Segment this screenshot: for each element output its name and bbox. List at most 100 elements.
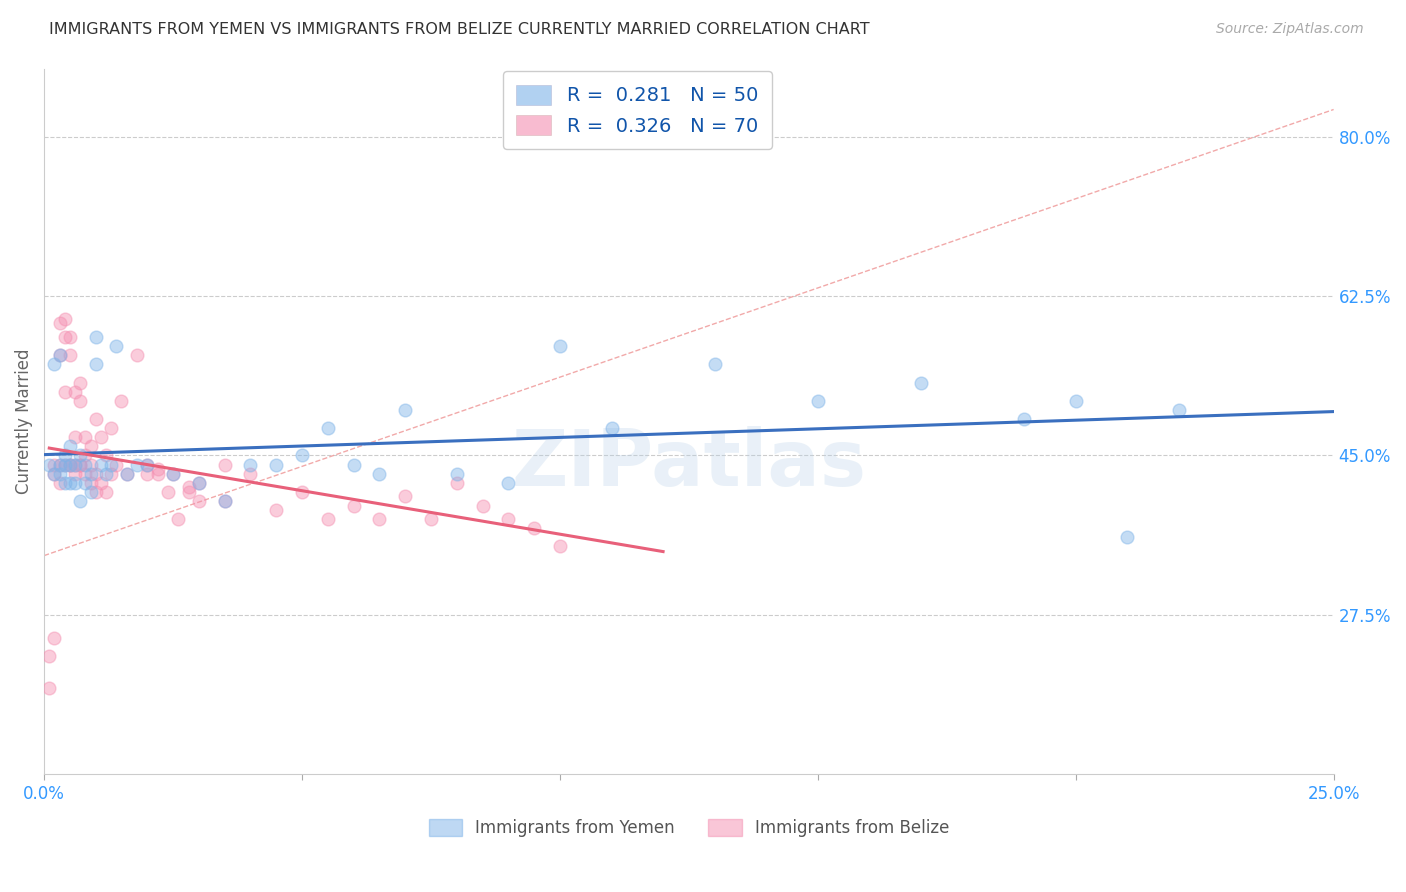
Point — [90, 475, 112, 490]
Point — [548, 339, 571, 353]
Point — [471, 499, 494, 513]
Point — [63, 430, 86, 444]
Point — [59, 439, 82, 453]
Point — [125, 348, 148, 362]
Point — [75, 475, 97, 490]
Point — [316, 512, 339, 526]
Point — [59, 458, 82, 472]
Point — [420, 512, 443, 526]
Text: IMMIGRANTS FROM YEMEN VS IMMIGRANTS FROM BELIZE CURRENTLY MARRIED CORRELATION CH: IMMIGRANTS FROM YEMEN VS IMMIGRANTS FROM… — [49, 22, 870, 37]
Point — [59, 475, 82, 490]
Point — [79, 458, 101, 472]
Point — [167, 512, 190, 526]
Point — [239, 467, 262, 481]
Point — [342, 458, 364, 472]
Point — [44, 358, 66, 372]
Point — [1012, 412, 1035, 426]
Point — [162, 467, 184, 481]
Point — [48, 348, 70, 362]
Point — [100, 421, 122, 435]
Point — [316, 421, 339, 435]
Point — [75, 430, 97, 444]
Point — [446, 475, 468, 490]
Point — [291, 449, 314, 463]
Point — [146, 467, 169, 481]
Point — [600, 421, 623, 435]
Point — [1167, 403, 1189, 417]
Point — [136, 458, 159, 472]
Point — [94, 484, 117, 499]
Point — [63, 458, 86, 472]
Point — [75, 449, 97, 463]
Legend: Immigrants from Yemen, Immigrants from Belize: Immigrants from Yemen, Immigrants from B… — [422, 812, 956, 843]
Point — [368, 467, 391, 481]
Point — [94, 467, 117, 481]
Point — [79, 475, 101, 490]
Point — [342, 499, 364, 513]
Point — [79, 484, 101, 499]
Point — [69, 458, 91, 472]
Point — [69, 449, 91, 463]
Point — [59, 348, 82, 362]
Point — [90, 430, 112, 444]
Point — [69, 494, 91, 508]
Point — [187, 475, 209, 490]
Point — [368, 512, 391, 526]
Point — [63, 475, 86, 490]
Point — [84, 412, 107, 426]
Point — [48, 458, 70, 472]
Point — [910, 376, 932, 390]
Point — [214, 494, 236, 508]
Point — [100, 467, 122, 481]
Point — [69, 393, 91, 408]
Point — [264, 458, 287, 472]
Point — [38, 458, 60, 472]
Point — [48, 475, 70, 490]
Point — [187, 494, 209, 508]
Point — [115, 467, 138, 481]
Point — [498, 475, 520, 490]
Point — [69, 458, 91, 472]
Point — [162, 467, 184, 481]
Point — [100, 458, 122, 472]
Point — [90, 458, 112, 472]
Point — [187, 475, 209, 490]
Point — [59, 330, 82, 344]
Point — [63, 384, 86, 399]
Point — [105, 339, 128, 353]
Point — [53, 330, 76, 344]
Point — [48, 317, 70, 331]
Point — [498, 512, 520, 526]
Point — [48, 467, 70, 481]
Point — [75, 458, 97, 472]
Point — [105, 458, 128, 472]
Point — [53, 458, 76, 472]
Point — [59, 458, 82, 472]
Point — [38, 681, 60, 695]
Point — [44, 467, 66, 481]
Point — [75, 467, 97, 481]
Point — [53, 311, 76, 326]
Point — [523, 521, 546, 535]
Text: ZIPatlas: ZIPatlas — [512, 425, 866, 501]
Point — [177, 484, 200, 499]
Point — [214, 458, 236, 472]
Text: Source: ZipAtlas.com: Source: ZipAtlas.com — [1216, 22, 1364, 37]
Point — [110, 393, 132, 408]
Point — [1116, 530, 1139, 544]
Point — [44, 631, 66, 645]
Point — [38, 648, 60, 663]
Point — [63, 458, 86, 472]
Point — [69, 376, 91, 390]
Point — [94, 449, 117, 463]
Point — [703, 358, 725, 372]
Point — [44, 467, 66, 481]
Point — [53, 458, 76, 472]
Point — [84, 330, 107, 344]
Y-axis label: Currently Married: Currently Married — [15, 349, 32, 494]
Point — [394, 403, 416, 417]
Point — [1064, 393, 1087, 408]
Point — [84, 484, 107, 499]
Point — [53, 475, 76, 490]
Point — [446, 467, 468, 481]
